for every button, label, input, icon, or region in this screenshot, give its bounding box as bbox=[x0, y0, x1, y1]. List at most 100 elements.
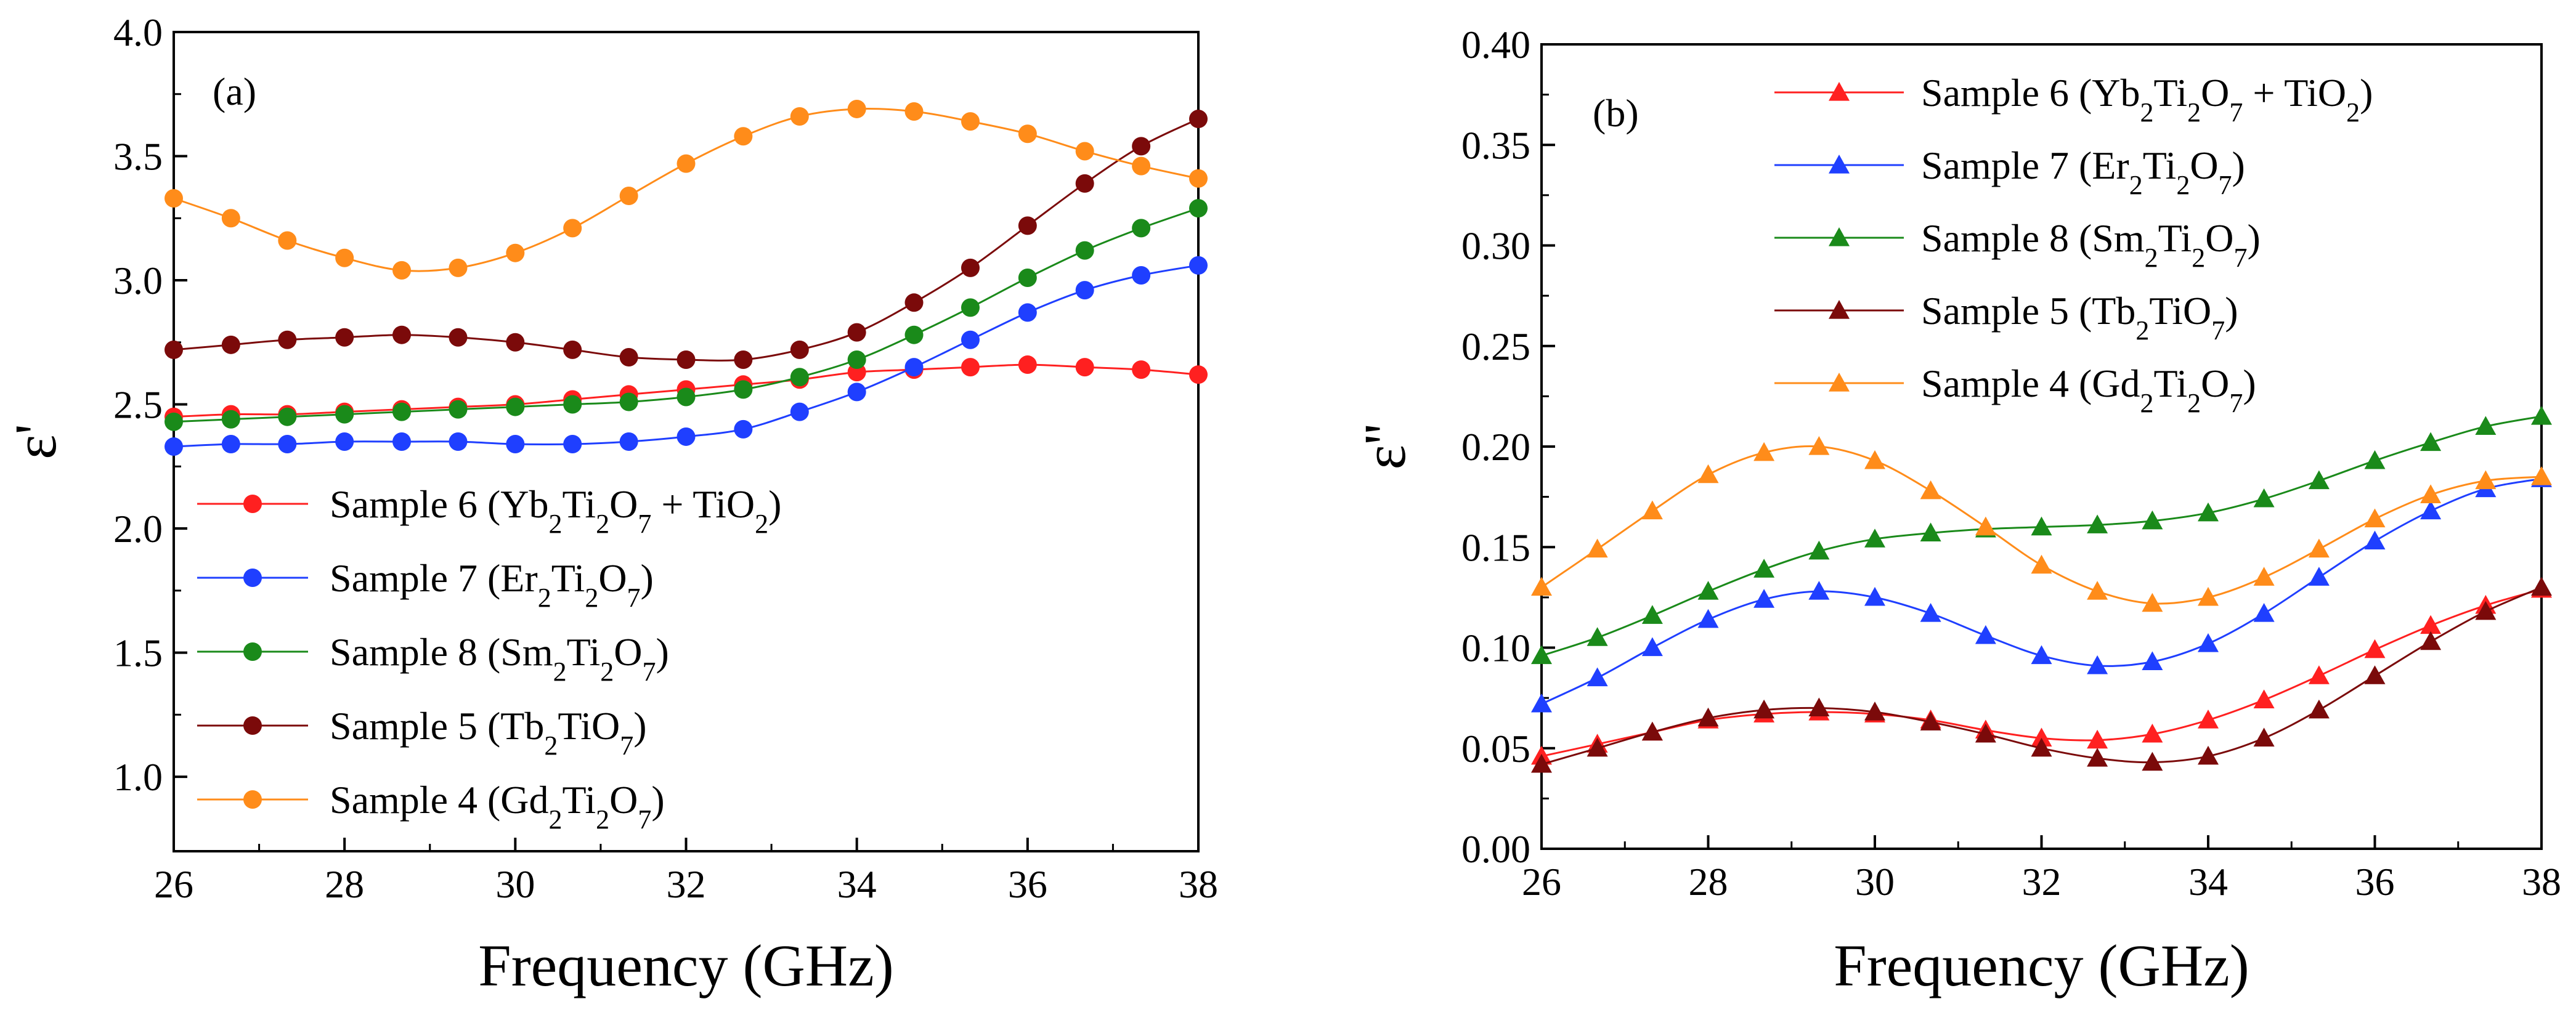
data-point bbox=[1808, 697, 1830, 717]
data-point bbox=[278, 407, 297, 426]
legend-formula-part: 7 bbox=[2219, 170, 2232, 200]
legend-formula-part: Ti bbox=[563, 482, 596, 526]
chart-panel-a: 26 28 30 32 34 36 38 1.0 1.5 2.0 2.5 3.0 3.5 4.0 Frequ… bbox=[2, 10, 1218, 998]
legend-formula-part: 7 bbox=[620, 731, 633, 761]
y-tick-label: 0.05 bbox=[1461, 727, 1530, 771]
legend-marker bbox=[243, 790, 262, 809]
legend-marker bbox=[243, 642, 262, 661]
y-tick-label: 4.0 bbox=[113, 10, 163, 54]
chart-panel-b: 26 28 30 32 34 36 38 0.00 0.05 0.10 0.15 0.20 0.25 0.… bbox=[1352, 23, 2561, 998]
data-point bbox=[904, 293, 924, 312]
legend-item: Sample 4 (Gd2Ti2O7) bbox=[197, 778, 665, 835]
series-sample-4 bbox=[165, 99, 1208, 280]
data-point bbox=[335, 328, 354, 347]
legend-formula-part: O bbox=[2205, 216, 2233, 260]
data-point bbox=[1018, 303, 1037, 322]
data-point bbox=[506, 397, 525, 416]
x-tick-label: 38 bbox=[2522, 860, 2561, 904]
data-point bbox=[392, 261, 412, 280]
data-point bbox=[619, 187, 638, 205]
data-point bbox=[1920, 711, 1941, 731]
legend-formula-part: ) bbox=[641, 556, 654, 600]
data-point bbox=[1531, 693, 1552, 713]
data-point bbox=[904, 325, 924, 344]
data-point bbox=[563, 395, 582, 414]
data-point bbox=[734, 419, 753, 439]
legend-formula-part: 2 bbox=[2346, 97, 2360, 127]
legend-formula-part: (Yb bbox=[487, 482, 549, 526]
data-point bbox=[734, 350, 753, 369]
data-point bbox=[2253, 488, 2275, 508]
legend-formula-part: 2 bbox=[596, 804, 609, 835]
y-tick-label: 0.35 bbox=[1461, 123, 1530, 167]
legend-marker bbox=[1829, 82, 1850, 101]
data-point bbox=[335, 405, 354, 424]
legend-formula-part: ) bbox=[768, 482, 781, 526]
data-point bbox=[2253, 689, 2275, 708]
data-point bbox=[335, 432, 354, 451]
legend-formula-part: ) bbox=[2243, 362, 2256, 405]
legend-sample-name: Sample 7 bbox=[330, 556, 477, 600]
legend-formula-part: Ti bbox=[567, 630, 601, 674]
data-point bbox=[1920, 522, 1941, 541]
data-point bbox=[2420, 432, 2442, 451]
legend-formula-part: ) bbox=[656, 630, 669, 674]
data-point bbox=[2031, 554, 2052, 574]
legend-formula-part: 2 bbox=[553, 657, 567, 687]
data-point bbox=[1808, 540, 1830, 560]
legend-formula-part: ) bbox=[2248, 216, 2261, 260]
data-point bbox=[1018, 269, 1037, 287]
data-point bbox=[2142, 723, 2163, 743]
data-point bbox=[1975, 516, 1996, 536]
data-point bbox=[165, 340, 183, 359]
data-point bbox=[2198, 586, 2219, 606]
legend-label: Sample 7 (Er2Ti2O7) bbox=[330, 556, 654, 613]
data-point bbox=[1018, 124, 1037, 144]
data-point bbox=[1531, 577, 1552, 596]
y-tick-label: 0.00 bbox=[1461, 827, 1530, 871]
legend-formula-part: 2 bbox=[585, 583, 598, 613]
series-sample-6 bbox=[1531, 578, 2552, 765]
data-point bbox=[1132, 219, 1151, 238]
data-point bbox=[1920, 602, 1941, 622]
legend-formula-part: 7 bbox=[2229, 388, 2243, 418]
legend-formula-part: O bbox=[614, 630, 642, 674]
legend-formula-part: (Tb bbox=[487, 704, 544, 748]
series-sample-5 bbox=[165, 110, 1208, 369]
data-point bbox=[221, 435, 240, 454]
data-point bbox=[619, 392, 638, 411]
data-point bbox=[847, 323, 866, 342]
data-point bbox=[1697, 464, 1719, 484]
legend-formula-part: 7 bbox=[627, 583, 641, 613]
legend-item: Sample 5 (Tb2TiO7) bbox=[197, 704, 647, 761]
legend-label: Sample 4 (Gd2Ti2O7) bbox=[1921, 362, 2256, 418]
data-point bbox=[2253, 727, 2275, 747]
data-point bbox=[790, 368, 809, 387]
data-point bbox=[1753, 442, 1775, 461]
data-point bbox=[392, 325, 412, 344]
data-point bbox=[961, 358, 980, 377]
legend-formula-part: (Gd bbox=[2079, 362, 2140, 405]
legend-formula-part: 2 bbox=[2192, 243, 2205, 273]
data-point bbox=[2420, 631, 2442, 650]
legend-formula-part: 2 bbox=[2135, 315, 2149, 346]
legend-label: Sample 6 (Yb2Ti2O7 + TiO2) bbox=[330, 482, 781, 539]
data-point bbox=[1641, 605, 1663, 624]
x-tick-label: 26 bbox=[154, 862, 193, 906]
data-point bbox=[1075, 281, 1094, 300]
data-point bbox=[790, 402, 809, 421]
data-point bbox=[1975, 723, 1996, 743]
data-point bbox=[2087, 729, 2108, 749]
legend-formula-part: (Er bbox=[2079, 144, 2129, 187]
legend-marker bbox=[243, 716, 262, 735]
legend-formula-part: Ti bbox=[551, 556, 585, 600]
data-point bbox=[335, 248, 354, 267]
legend-marker bbox=[1829, 373, 1850, 392]
data-point bbox=[1587, 667, 1608, 687]
y-tick-label: 2.5 bbox=[113, 383, 163, 427]
legend-formula-part: (Er bbox=[487, 556, 538, 600]
data-point bbox=[506, 435, 525, 454]
y-tick-label: 0.40 bbox=[1461, 23, 1530, 67]
legend-formula-part: 7 bbox=[643, 657, 656, 687]
